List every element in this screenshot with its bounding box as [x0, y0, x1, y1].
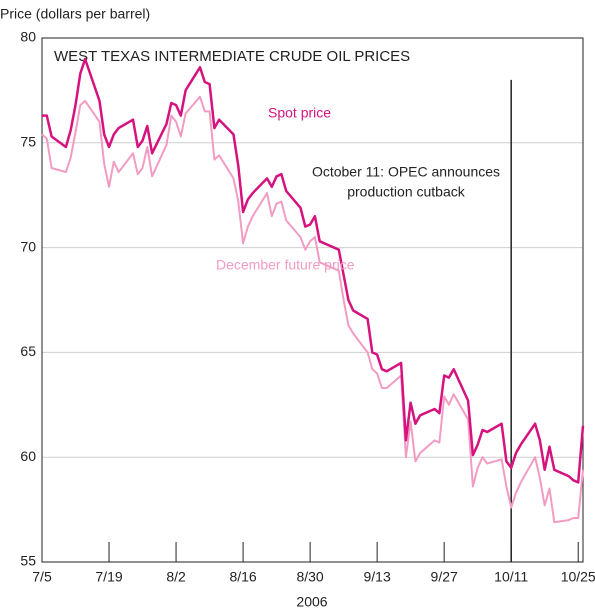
y-axis-label: Price (dollars per barrel) — [0, 6, 150, 22]
x-tick-label: 8/16 — [229, 569, 256, 585]
x-tick-label: 7/19 — [95, 569, 122, 585]
series-line — [42, 57, 585, 484]
y-tick-label: 75 — [20, 134, 36, 150]
series-label: Spot price — [268, 105, 331, 121]
y-tick-label: 80 — [20, 29, 36, 45]
y-tick-label: 55 — [20, 553, 36, 569]
x-tick-label: 10/25 — [561, 569, 595, 585]
y-tick-label: 60 — [20, 448, 36, 464]
y-tick-label: 70 — [20, 238, 36, 254]
x-tick-label: 8/2 — [166, 569, 186, 585]
annotation: production cutback — [347, 184, 466, 200]
x-tick-label: 7/5 — [32, 569, 52, 585]
x-tick-label: 8/30 — [296, 569, 323, 585]
chart-title: WEST TEXAS INTERMEDIATE CRUDE OIL PRICES — [54, 48, 410, 65]
y-tick-label: 65 — [20, 343, 36, 359]
series-label: December future price — [216, 257, 355, 273]
x-tick-label: 9/13 — [364, 569, 391, 585]
annotation: October 11: OPEC announces — [312, 164, 500, 180]
series-line — [41, 95, 584, 524]
x-axis-label: 2006 — [296, 594, 327, 610]
x-tick-label: 10/11 — [494, 569, 528, 585]
plot-frame — [41, 37, 584, 563]
x-tick-label: 9/27 — [431, 569, 458, 585]
